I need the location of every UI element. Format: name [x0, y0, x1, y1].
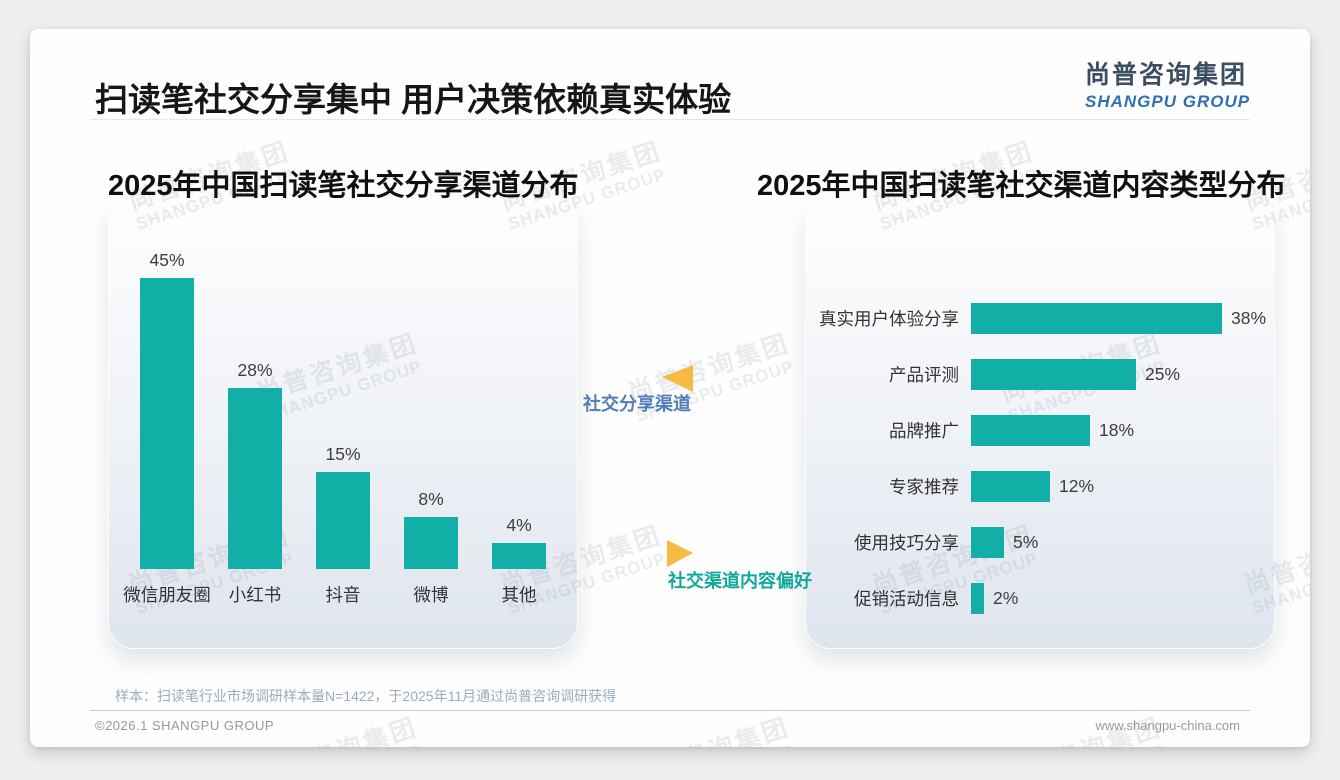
company-logo: 尚普咨询集团 SHANGPU GROUP: [1085, 55, 1250, 112]
share-channels-annotation: 社交分享渠道: [583, 394, 691, 414]
watermark-line-cn: 尚普咨询集团: [625, 713, 793, 747]
bar-value-label: 4%: [506, 515, 532, 535]
bar: [404, 517, 458, 569]
bar-column: 45% 微信朋友圈: [123, 196, 211, 605]
sample-note: 样本：扫读笔行业市场调研样本量N=1422，于2025年11月通过尚普咨询调研获…: [115, 688, 617, 704]
watermark-line-en: SHANGPU GROUP: [262, 740, 428, 747]
hbar-category-label: 专家推荐: [889, 476, 959, 497]
hbar-value-label: 2%: [993, 587, 1019, 608]
bar-category-label: 小红书: [228, 585, 282, 605]
hbar-row: 真实用户体验分享 38%: [805, 290, 1269, 346]
bar-value-label: 8%: [418, 489, 444, 509]
hbar: [971, 470, 1050, 502]
hbar-value-label: 38%: [1231, 307, 1267, 328]
bar: [316, 472, 370, 569]
bar-category-label: 微博: [413, 585, 449, 605]
share-channel-chart-title: 2025年中国扫读笔社交分享渠道分布: [108, 170, 579, 202]
share-channel-chart: 45% 微信朋友圈 28% 小红书 15% 抖音 8% 微博 4% 其他: [108, 196, 578, 649]
hbar: [971, 582, 984, 614]
bar: [492, 543, 546, 569]
content-type-rows: 真实用户体验分享 38% 产品评测 25% 品牌推广 18% 专家推荐 12% 使用技巧分享 5%…: [805, 290, 1269, 626]
hbar: [971, 302, 1222, 334]
hbar-row: 促销活动信息 2%: [805, 570, 1269, 626]
hbar: [971, 358, 1136, 390]
hbar-category-label: 品牌推广: [889, 420, 959, 441]
bar-value-label: 15%: [325, 444, 361, 464]
title-divider: [90, 119, 1250, 120]
hbar-category-label: 促销活动信息: [854, 588, 959, 609]
arrow-right-icon: [667, 540, 693, 567]
hbar: [971, 414, 1090, 446]
bar: [140, 278, 194, 569]
arrow-left-icon: [662, 365, 693, 392]
hbar-row: 品牌推广 18%: [805, 402, 1269, 458]
hbar-category-label: 真实用户体验分享: [819, 308, 959, 329]
content-preference-annotation: 社交渠道内容偏好: [668, 571, 812, 591]
hbar-row: 使用技巧分享 5%: [805, 514, 1269, 570]
logo-text-en: SHANGPU GROUP: [1085, 92, 1251, 111]
hbar-value-label: 12%: [1059, 475, 1095, 496]
watermark-line-en: SHANGPU GROUP: [1006, 740, 1172, 747]
hbar-row: 专家推荐 12%: [805, 458, 1269, 514]
content-type-chart: 真实用户体验分享 38% 产品评测 25% 品牌推广 18% 专家推荐 12% 使用技巧分享 5%…: [805, 196, 1275, 649]
footer-divider: [90, 710, 1250, 711]
hbar-value-label: 18%: [1099, 419, 1135, 440]
share-channel-bars: 45% 微信朋友圈 28% 小红书 15% 抖音 8% 微博 4% 其他: [123, 196, 546, 605]
bar-value-label: 45%: [149, 250, 185, 270]
hbar-category-label: 产品评测: [889, 364, 959, 385]
page-title: 扫读笔社交分享集中 用户决策依赖真实体验: [95, 81, 732, 118]
bar-column: 28% 小红书: [228, 196, 282, 605]
slide-card: 尚普咨询集团 SHANGPU GROUP 尚普咨询集团 SHANGPU GROUP 尚普…: [30, 29, 1310, 747]
bar-column: 8% 微博: [404, 196, 458, 605]
bar-category-label: 微信朋友圈: [123, 585, 211, 605]
bar-column: 15% 抖音: [316, 196, 370, 605]
watermark-line-en: SHANGPU GROUP: [634, 740, 800, 747]
hbar-value-label: 25%: [1145, 363, 1181, 384]
bar: [228, 388, 282, 569]
bar-category-label: 抖音: [325, 585, 361, 605]
website-url: www.shangpu-china.com: [1095, 718, 1240, 733]
logo-text-cn: 尚普咨询集团: [1085, 61, 1248, 89]
bar-column: 4% 其他: [492, 196, 546, 605]
hbar-row: 产品评测 25%: [805, 346, 1269, 402]
hbar: [971, 526, 1004, 558]
hbar-value-label: 5%: [1013, 531, 1039, 552]
copyright-text: ©2026.1 SHANGPU GROUP: [95, 718, 275, 733]
hbar-category-label: 使用技巧分享: [854, 532, 959, 553]
content-type-chart-title: 2025年中国扫读笔社交渠道内容类型分布: [757, 170, 1286, 202]
bar-value-label: 28%: [237, 360, 273, 380]
watermark-line-cn: 尚普咨询集团: [253, 713, 421, 747]
bar-category-label: 其他: [501, 585, 537, 605]
